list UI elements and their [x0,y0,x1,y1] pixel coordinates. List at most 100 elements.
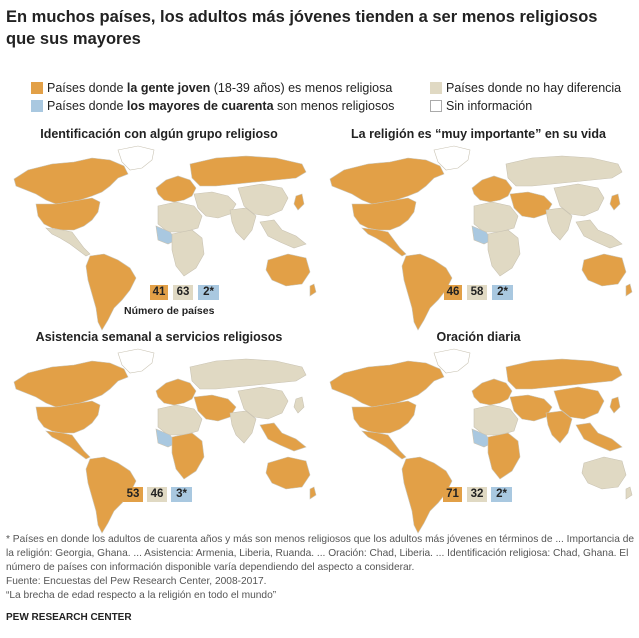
p1-middle-east [193,191,237,219]
p4-north-america [329,360,445,408]
p2-southeast-asia [575,219,623,249]
p2-russia [505,155,623,187]
p4-russia [505,358,623,390]
footnote-line-1: * Países en donde los adultos de cuarent… [6,534,635,545]
p2-mexico [361,227,407,257]
p1-central-africa [171,229,205,277]
legend-noinfo-label: Sin información [446,99,533,113]
p3-greenland [117,348,155,374]
p3-count-young: 53 [123,487,143,502]
p1-north-africa [157,201,203,233]
p3-south-asia [229,410,257,444]
p1-russia [189,155,307,187]
p4-mexico [361,430,407,460]
p4-north-africa [473,404,519,436]
p3-central-africa [171,432,205,480]
legend-noinfo: Sin información [430,99,532,113]
p1-southeast-asia [259,219,307,249]
footnote-line-2: la religión: Georgia, Ghana. ... Asisten… [6,548,629,559]
p4-europe [471,378,513,406]
legend-nodiff: Países donde no hay diferencia [430,81,621,95]
p1-count-older: 2* [198,285,219,300]
footnote-source: Fuente: Encuestas del Pew Research Cente… [6,576,267,587]
p3-mexico [45,430,91,460]
p2-australia [581,253,627,287]
p3-north-africa [157,404,203,436]
p2-south-asia [545,207,573,241]
p2-central-africa [487,229,521,277]
p3-russia [189,358,307,390]
p3-count-older: 3* [171,487,192,502]
p1-europe [155,175,197,203]
chart-title: En muchos países, los adultos más jóvene… [6,8,598,48]
p4-south-asia [545,410,573,444]
p3-south-america [85,456,137,534]
p3-east-asia [237,386,289,420]
p4-count-nodiff: 32 [467,487,487,502]
p1-east-asia [237,183,289,217]
panel-title-attendance: Asistencia semanal a servicios religioso… [35,330,283,344]
p2-japan [609,193,621,211]
p2-count-young: 46 [444,285,462,300]
p4-count-older: 2* [491,487,512,502]
p1-mexico [45,227,91,257]
p1-australia [265,253,311,287]
p2-east-asia [553,183,605,217]
p1-new-zealand [309,283,317,297]
p2-usa [351,197,417,231]
p3-new-zealand [309,486,317,500]
p2-greenland [433,145,471,171]
p3-middle-east [193,394,237,422]
p1-usa [35,197,101,231]
p1-north-america [13,157,129,205]
legend-nodiff-swatch [430,82,442,94]
legend-older-label: Países donde los mayores de cuarenta son… [47,99,395,113]
p4-australia [581,456,627,490]
p3-usa [35,400,101,434]
p2-north-africa [473,201,519,233]
map-identification [13,145,317,331]
p4-japan [609,396,621,414]
p2-count-older: 2* [492,285,513,300]
map-attendance [13,348,317,534]
p2-new-zealand [625,283,633,297]
p3-europe [155,378,197,406]
p2-europe [471,175,513,203]
p2-south-america [401,253,453,331]
p1-south-america [85,253,137,331]
footnote-line-3: número de países con información disponi… [6,562,415,573]
p1-japan [293,193,305,211]
p4-central-africa [487,432,521,480]
legend-older: Países donde los mayores de cuarenta son… [31,99,394,113]
legend-older-swatch [31,100,43,112]
panel-title-prayer: Oración diaria [436,330,521,344]
p3-japan [293,396,305,414]
map-prayer [329,348,633,534]
panel-title-importance: La religión es “muy importante” en su vi… [351,127,606,141]
p3-southeast-asia [259,422,307,452]
p1-south-asia [229,207,257,241]
p4-east-asia [553,386,605,420]
legend-noinfo-swatch [430,100,442,112]
p3-north-america [13,360,129,408]
brand-logo: PEW RESEARCH CENTER [6,612,132,623]
p3-count-nodiff: 46 [147,487,167,502]
legend-young-label: Países donde la gente joven (18-39 años)… [47,81,393,95]
p4-southeast-asia [575,422,623,452]
p3-australia [265,456,311,490]
p4-greenland [433,348,471,374]
panel-title-identification: Identificación con algún grupo religioso [40,127,278,141]
p4-south-america [401,456,453,534]
legend-young-swatch [31,82,43,94]
count-label: Número de países [124,305,215,317]
p2-middle-east [509,191,553,219]
p2-count-nodiff: 58 [467,285,487,300]
p4-middle-east [509,394,553,422]
footnote-report: “La brecha de edad respecto a la religió… [6,590,277,601]
p1-greenland [117,145,155,171]
p4-usa [351,400,417,434]
legend-nodiff-label: Países donde no hay diferencia [446,81,622,95]
p1-count-young: 41 [150,285,168,300]
p4-count-young: 71 [443,487,462,502]
